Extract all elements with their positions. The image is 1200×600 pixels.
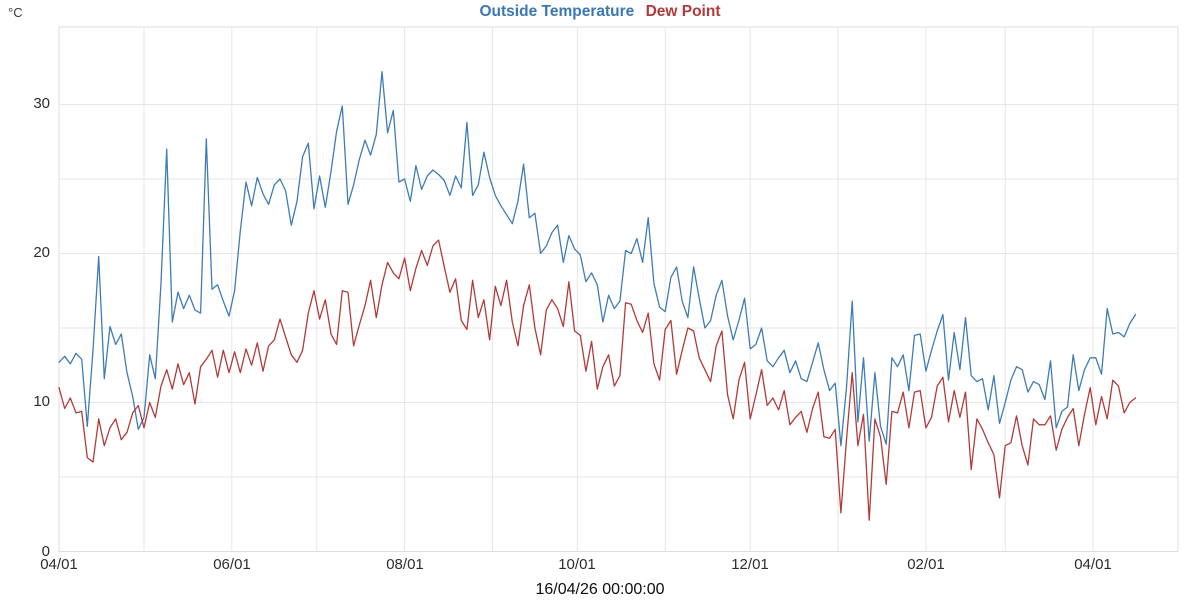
plot-border	[58, 26, 1179, 552]
x-tick-label: 10/01	[558, 556, 596, 573]
y-axis-unit-label: °C	[8, 5, 23, 20]
footer-timestamp: 16/04/26 00:00:00	[535, 581, 665, 598]
y-tick-label: 20	[33, 244, 50, 261]
y-tick-label: 0	[41, 543, 50, 560]
y-tick-label: 30	[33, 95, 50, 112]
x-tick-label: 04/01	[1074, 556, 1112, 573]
x-tick-label: 04/01	[40, 556, 78, 573]
dew-point-line	[58, 239, 1137, 521]
x-tick-label: 02/01	[907, 556, 945, 573]
x-tick-label: 08/01	[386, 556, 424, 573]
title-series-temperature: Outside Temperature	[479, 3, 635, 20]
x-tick-label: 12/01	[731, 556, 769, 573]
temperature-line	[58, 71, 1137, 447]
chart-title: Outside Temperature Dew Point	[0, 3, 1200, 21]
y-tick-label: 10	[33, 393, 50, 410]
x-tick-label: 06/01	[213, 556, 251, 573]
title-series-dew-point: Dew Point	[645, 3, 721, 20]
